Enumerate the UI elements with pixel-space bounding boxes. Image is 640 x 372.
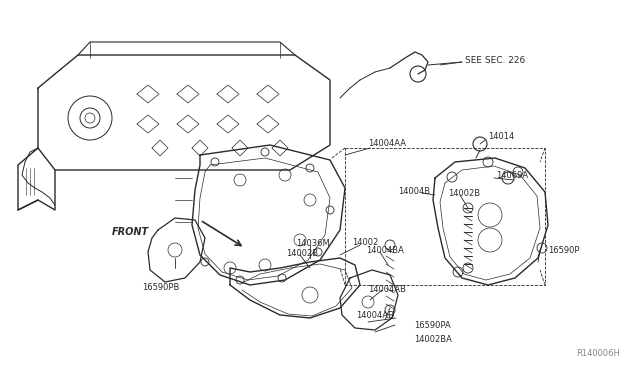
Text: 14004B: 14004B	[398, 186, 430, 196]
Text: 14004AD: 14004AD	[356, 311, 394, 321]
Text: 14004AB: 14004AB	[368, 285, 406, 295]
Text: 14002B: 14002B	[286, 248, 318, 257]
Text: 14004BA: 14004BA	[366, 246, 404, 254]
Text: 16590PA: 16590PA	[414, 321, 451, 330]
Text: 14002B: 14002B	[448, 189, 480, 198]
Text: 16590P: 16590P	[548, 246, 579, 254]
Text: 14014: 14014	[488, 131, 515, 141]
Text: 14069A: 14069A	[496, 170, 528, 180]
Text: 14004AA: 14004AA	[368, 138, 406, 148]
Text: 14036M: 14036M	[296, 238, 330, 247]
Text: 14002: 14002	[352, 237, 378, 247]
Text: 14002BA: 14002BA	[414, 336, 452, 344]
Text: 16590PB: 16590PB	[142, 283, 179, 292]
Text: SEE SEC. 226: SEE SEC. 226	[465, 55, 525, 64]
Text: R140006H: R140006H	[576, 349, 620, 358]
Text: FRONT: FRONT	[112, 227, 149, 237]
